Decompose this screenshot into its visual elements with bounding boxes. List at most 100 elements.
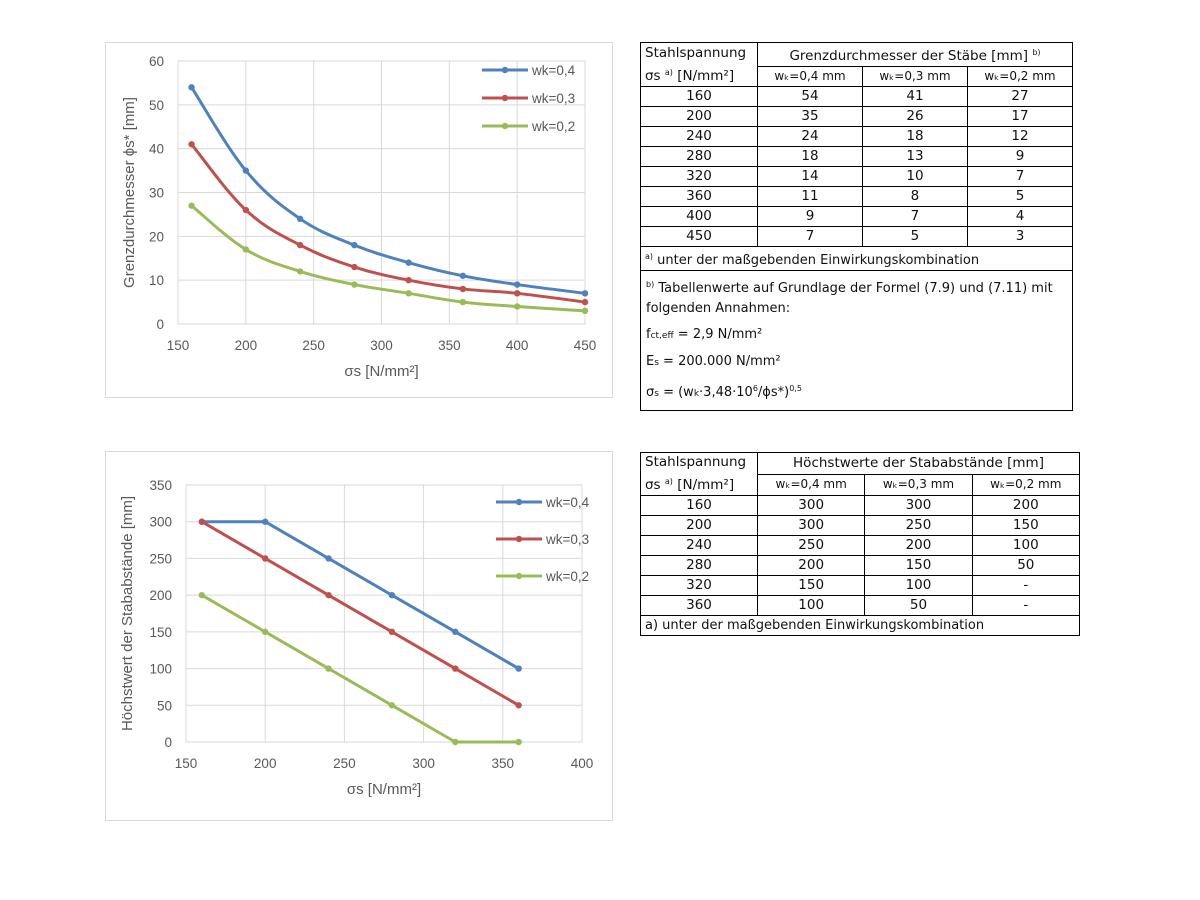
- y-tick-label: 30: [149, 186, 164, 201]
- table-cell: 240: [640, 535, 758, 556]
- col-header-line1: Stahlspannung: [645, 454, 747, 470]
- col-header-sigma: σs: [645, 477, 661, 493]
- data-point: [515, 665, 522, 672]
- x-tick-label: 400: [571, 756, 594, 771]
- chart-grenzdurchmesser: 0 10 20 30 40 50 60 150 200 250 300 350 400 450 σs [N/…: [105, 42, 613, 398]
- data-point: [242, 167, 250, 174]
- data-point: [581, 290, 589, 297]
- formula-sub: ct,eff: [650, 331, 674, 341]
- table-cell: 7: [966, 166, 1074, 187]
- table-row: 240 250 200 100: [640, 535, 1081, 556]
- x-tick-label: 200: [254, 756, 277, 771]
- series-line-wk-0-2: [201, 593, 519, 744]
- legend-label: wk=0,2: [545, 569, 589, 584]
- table-cell: 7: [757, 226, 863, 247]
- table-cell: 300: [864, 495, 973, 516]
- table-row: 320 14 10 7: [640, 166, 1074, 187]
- sub-header: wₖ=0,2 mm: [966, 66, 1074, 87]
- chart-stababstaende: 0 50 100 150 200 250 300 350 150 200 250 300 350 400 σ…: [105, 451, 613, 821]
- data-point: [388, 591, 396, 599]
- table-cell: 280: [640, 146, 758, 167]
- formula-sub: k: [693, 389, 700, 399]
- chart-stababstaende-svg: 0 50 100 150 200 250 300 350 150 200 250 300 350 400 σ…: [119, 478, 594, 798]
- sub-header: wₖ=0,2 mm: [971, 473, 1081, 496]
- col-header-line1: Stahlspannung: [645, 44, 747, 61]
- table-row: 280 200 150 50: [640, 555, 1081, 576]
- data-point: [405, 276, 412, 284]
- table-cell: 150: [971, 515, 1081, 536]
- table-cell: 4: [966, 206, 1074, 227]
- table-body: 160 54 41 27 200 35 26 17 240 24 18 12 280 18 13 9 320 14…: [640, 86, 1074, 247]
- table-cell: 12: [966, 126, 1074, 147]
- col-header-sigma: σs: [645, 67, 661, 84]
- y-tick-label: 60: [149, 54, 164, 69]
- sub-header: wₖ=0,3 mm: [864, 473, 973, 496]
- data-point: [351, 281, 358, 288]
- sub-header: wₖ=0,4 mm: [756, 473, 866, 496]
- table-cell: 100: [864, 575, 973, 596]
- legend-marker: [501, 66, 509, 74]
- legend-marker: [515, 535, 523, 543]
- table-cell: 18: [861, 126, 968, 147]
- data-point: [296, 268, 304, 275]
- data-point: [242, 206, 250, 214]
- formula-sub: s: [654, 389, 659, 399]
- data-point: [188, 84, 195, 91]
- x-tick-label: 350: [438, 338, 461, 353]
- footnote-a: a) unter der maßgebenden Einwirkungskomb…: [640, 615, 1080, 636]
- formula-fcteff: fct,eff = 2,9 N/mm²: [646, 325, 1067, 346]
- table-cell: 9: [757, 206, 863, 227]
- table-cell: 450: [640, 226, 758, 247]
- table-cell: 320: [640, 575, 758, 596]
- data-point: [513, 290, 521, 297]
- formula-value: = 2,9 N/mm²: [673, 327, 763, 342]
- sub-header: wₖ=0,3 mm: [861, 66, 968, 87]
- table-cell: 200: [640, 515, 758, 536]
- col-header-sup: a): [664, 477, 673, 486]
- x-axis-label: σs [N/mm²]: [344, 363, 418, 380]
- formula-symbol: f: [646, 327, 651, 342]
- footnote-b-text: Tabellenwerte auf Grundlage der Formel (…: [646, 281, 1053, 316]
- table-cell: 50: [971, 555, 1081, 576]
- table-cell: 14: [757, 166, 863, 187]
- data-point: [262, 628, 269, 636]
- table-cell: 100: [971, 535, 1081, 556]
- plot-area: [185, 484, 583, 743]
- table-cell: 200: [756, 555, 866, 576]
- legend-marker: [501, 94, 509, 102]
- table-cell: 54: [757, 86, 863, 107]
- table-cell: 5: [966, 186, 1074, 207]
- data-point: [452, 628, 459, 636]
- table-cell: 11: [757, 186, 863, 207]
- table-cell: 100: [756, 595, 866, 616]
- y-tick-label: 0: [164, 735, 172, 750]
- legend-label: wk=0,4: [531, 63, 576, 78]
- data-point: [325, 591, 332, 599]
- table-cell: 18: [757, 146, 863, 167]
- data-point: [405, 259, 412, 266]
- y-tick-label: 150: [149, 625, 172, 640]
- table-cell: 300: [756, 495, 866, 516]
- data-point: [351, 241, 358, 249]
- table-row: 360 100 50-: [640, 595, 1081, 616]
- table-cell: 200: [971, 495, 1081, 516]
- table-row: 280 18 13 9: [640, 146, 1074, 167]
- table-body: 160 300 300 200 200 300 250 150 240 250 200 100 280 2…: [640, 495, 1081, 616]
- table-stababstaende: Stahlspannung σs a) [N/mm²] Höchstwerte …: [640, 452, 1081, 636]
- table-cell: 8: [861, 186, 968, 207]
- x-tick-label: 200: [235, 338, 258, 353]
- data-point: [459, 285, 467, 293]
- data-point: [325, 665, 332, 672]
- table-cell: 360: [640, 595, 758, 616]
- legend-marker: [515, 498, 523, 506]
- table-row: 160 54 41 27: [640, 86, 1074, 107]
- table-row: 400 9 7 4: [640, 206, 1074, 227]
- legend-label: wk=0,4: [545, 495, 590, 510]
- table-cell: 7: [861, 206, 968, 227]
- table-cell: 50: [864, 595, 973, 616]
- formula-part: ·3,48·10: [699, 385, 753, 400]
- table-cell: 35: [757, 106, 863, 127]
- data-point: [515, 702, 522, 709]
- table-cell: 200: [864, 535, 973, 556]
- table-row: 240 24 18 12: [640, 126, 1074, 147]
